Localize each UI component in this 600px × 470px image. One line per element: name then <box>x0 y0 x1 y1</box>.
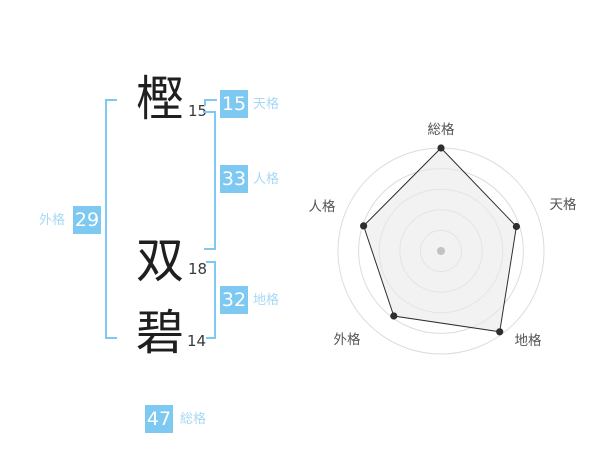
jinkaku-bracket-line <box>214 111 216 250</box>
jinkaku-label: 人格 <box>253 172 280 187</box>
radar-axis-label: 人格 <box>309 199 336 215</box>
radar-axis-label: 地格 <box>515 333 543 349</box>
soukaku-score-box: 47 <box>145 405 173 433</box>
jinkaku-bracket-top-tick <box>203 111 216 113</box>
soukaku-label: 総格 <box>180 412 207 427</box>
kanji-character-2: 双 <box>136 233 185 289</box>
tenkaku-label: 天格 <box>253 97 280 112</box>
chikaku-bracket-top-tick <box>206 261 216 263</box>
chikaku-label: 地格 <box>253 293 280 308</box>
radar-axis-label: 外格 <box>334 332 361 348</box>
chikaku-bracket-line <box>214 261 216 339</box>
radar-center-dot <box>437 247 445 255</box>
stroke-count-1: 15 <box>188 102 208 120</box>
radar-data-point <box>390 312 398 320</box>
radar-axis-label: 総格 <box>428 122 455 138</box>
radar-data-point <box>360 222 368 230</box>
kanji-character-3: 碧 <box>136 305 185 361</box>
jinkaku-score-box: 33 <box>220 165 248 193</box>
gaikaku-bracket-line <box>105 99 107 339</box>
gaikaku-bracket-top-tick <box>105 99 117 101</box>
tenkaku-connector <box>204 99 217 101</box>
gaikaku-bracket-bottom-tick <box>105 337 117 339</box>
radar-data-point <box>512 222 520 231</box>
radar-panel: 総格天格地格 外格 人格 <box>305 110 590 370</box>
tenkaku-connector-stub <box>204 99 206 106</box>
stroke-count-2: 18 <box>188 260 208 278</box>
stroke-count-3: 14 <box>187 332 207 350</box>
radar-data-point <box>437 144 445 152</box>
gaikaku-label: 外格 <box>39 213 66 228</box>
jinkaku-bracket-bottom-tick <box>204 248 216 250</box>
chikaku-score-box: 32 <box>220 286 248 314</box>
radar-data-polygon <box>363 147 517 333</box>
kanji-character-1: 樫 <box>136 71 185 127</box>
tenkaku-score-box: 15 <box>220 90 248 118</box>
radar-data-point <box>496 328 504 336</box>
gaikaku-score-box: 29 <box>73 206 101 234</box>
radar-axis-label: 天格 <box>550 197 578 213</box>
chikaku-bracket-bottom-tick <box>206 337 216 339</box>
